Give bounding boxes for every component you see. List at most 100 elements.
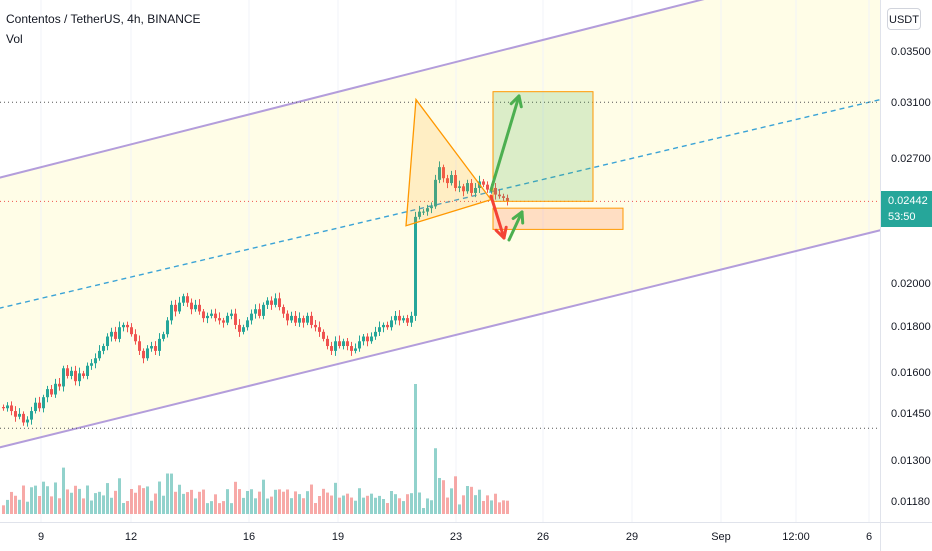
candle-body	[222, 320, 225, 323]
volume-bar	[414, 384, 417, 514]
volume-bar	[198, 491, 201, 514]
candle-body	[286, 313, 289, 321]
volume-bar	[406, 494, 409, 514]
price-axis[interactable]: USDT 0.03500 0.03100 0.02700 0.02000 0.0…	[880, 0, 932, 522]
volume-bar	[210, 501, 213, 514]
candle-body	[430, 206, 433, 209]
volume-bar	[498, 502, 501, 514]
candle-body	[334, 341, 337, 351]
volume-bar	[298, 494, 301, 514]
pennant-triangle[interactable]	[405, 97, 493, 227]
candle-body	[30, 411, 33, 420]
volume-bar	[386, 503, 389, 514]
candle-body	[86, 365, 89, 376]
volume-bar	[270, 496, 273, 514]
time-axis[interactable]: 9 12 16 19 23 26 29 Sep 12:00 6	[0, 522, 880, 551]
volume-label[interactable]: Vol	[6, 32, 23, 46]
symbol-title[interactable]: Contentos / TetherUS, 4h, BINANCE	[6, 12, 201, 26]
volume-bar	[234, 481, 237, 514]
candle-body	[18, 413, 21, 417]
price-tick: 0.01450	[891, 408, 931, 420]
bar-countdown: 53:50	[888, 211, 916, 223]
price-tick: 0.02700	[891, 153, 931, 165]
volume-bar	[450, 488, 453, 514]
volume-bar	[398, 498, 401, 514]
volume-bar	[94, 493, 97, 514]
volume-bar	[238, 489, 241, 514]
candle-body	[238, 324, 241, 332]
candle-body	[402, 318, 405, 321]
candle-body	[302, 318, 305, 323]
volume-bar	[422, 508, 425, 514]
candle-body	[390, 320, 393, 328]
candle-body	[126, 324, 129, 328]
volume-bar	[158, 481, 161, 514]
projection-arrows[interactable]	[489, 94, 525, 242]
volume-bar	[130, 489, 133, 514]
volume-bar	[294, 491, 297, 514]
volume-bar	[486, 495, 489, 514]
long-target-zone[interactable]	[492, 91, 594, 202]
candle-body	[202, 311, 205, 319]
volume-bar	[346, 493, 349, 514]
candle-body	[90, 363, 93, 366]
last-price-badge: 0.02442 53:50	[881, 191, 932, 227]
candle-body	[274, 298, 277, 305]
time-tick: 26	[536, 531, 550, 543]
candle-body	[134, 334, 137, 342]
volume-bar	[430, 500, 433, 514]
volume-bar	[66, 489, 69, 514]
volume-bar	[282, 491, 285, 514]
time-tick: 9	[37, 531, 45, 543]
candle-body	[166, 320, 169, 335]
volume-bar	[82, 498, 85, 514]
volume-bar	[154, 493, 157, 514]
volume-bar	[434, 448, 437, 514]
candle-body	[346, 341, 349, 347]
candle-body	[290, 315, 293, 321]
volume-bar	[6, 499, 9, 514]
candle-body	[94, 358, 97, 364]
candle-body	[138, 341, 141, 351]
candle-body	[438, 167, 441, 180]
candle-body	[2, 407, 5, 409]
candle-body	[194, 304, 197, 310]
volume-bar	[114, 490, 117, 514]
candle-body	[70, 370, 73, 376]
volume-bar	[10, 491, 13, 514]
candle-body	[306, 315, 309, 323]
volume-bar	[98, 491, 101, 514]
grid-lines	[40, 0, 870, 522]
time-tick: 6	[865, 531, 873, 543]
volume-bar	[470, 486, 473, 514]
candle-body	[182, 296, 185, 303]
volume-bar	[454, 476, 457, 514]
horizontal-levels	[0, 101, 880, 429]
channel-lower-line[interactable]	[0, 228, 880, 450]
candle-body	[74, 370, 77, 382]
candle-body	[498, 194, 501, 197]
volume-bar	[90, 500, 93, 514]
candle-body	[34, 402, 37, 412]
volume-bar	[314, 503, 317, 514]
volume-bar	[358, 488, 361, 514]
channel-mid-line[interactable]	[0, 97, 880, 310]
volume-bar	[382, 499, 385, 514]
volume-bar	[246, 491, 249, 514]
candle-body	[246, 320, 249, 328]
short-target-zone[interactable]	[492, 207, 624, 230]
candle-body	[10, 405, 13, 412]
currency-button[interactable]: USDT	[887, 8, 921, 30]
time-tick: 12:00	[782, 531, 810, 543]
candle-body	[266, 300, 269, 305]
volume-bar	[22, 485, 25, 514]
candle-body	[418, 211, 421, 217]
volume-bar	[474, 495, 477, 514]
arrow-head	[494, 228, 506, 240]
channel-upper-line[interactable]	[0, 0, 880, 180]
chart-canvas[interactable]	[0, 0, 880, 522]
arrow-shaft	[489, 94, 521, 192]
chart-plot-area[interactable]: Contentos / TetherUS, 4h, BINANCE Vol	[0, 0, 880, 522]
arrow-head	[520, 210, 525, 225]
candle-body	[158, 338, 161, 351]
